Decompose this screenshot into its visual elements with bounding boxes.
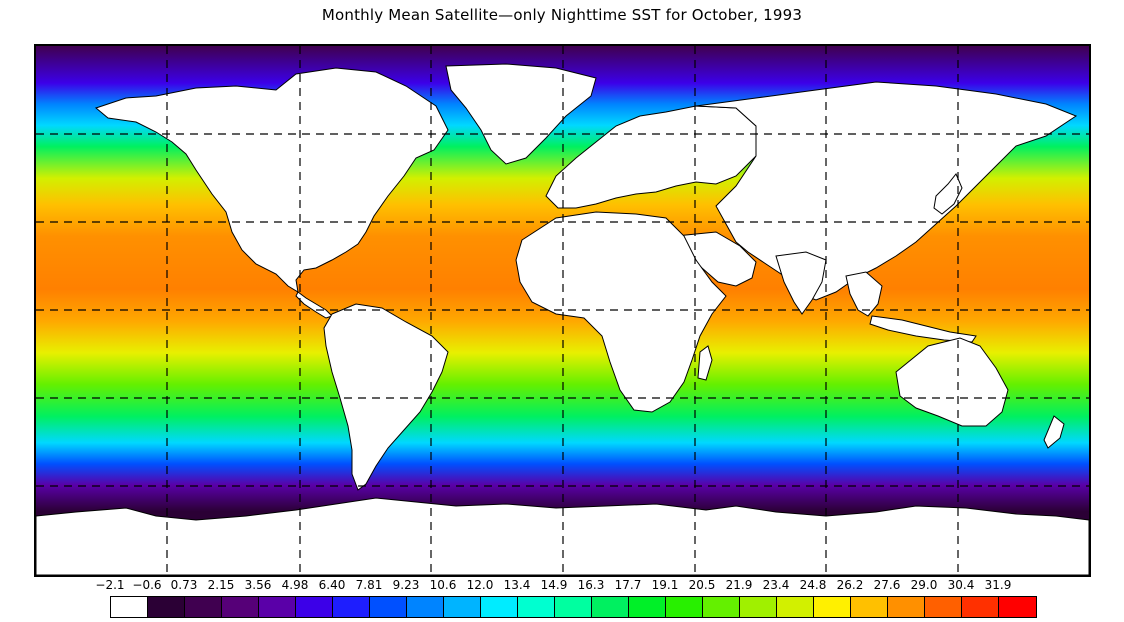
colorbar-swatch xyxy=(407,597,444,617)
colorbar-swatch xyxy=(185,597,222,617)
land-madagascar xyxy=(697,345,713,381)
colorbar-label: 0.73 xyxy=(170,578,198,592)
colorbar-swatch xyxy=(222,597,259,617)
colorbar-swatch xyxy=(925,597,962,617)
colorbar-swatch xyxy=(814,597,851,617)
colorbar-swatch xyxy=(259,597,296,617)
colorbar-label: 9.23 xyxy=(392,578,420,592)
colorbar-swatch xyxy=(111,597,148,617)
colorbar-swatch xyxy=(555,597,592,617)
sst-map-svg xyxy=(36,46,1089,575)
colorbar-swatch xyxy=(333,597,370,617)
colorbar-swatch xyxy=(296,597,333,617)
colorbar-label: 13.4 xyxy=(503,578,531,592)
colorbar-swatch xyxy=(740,597,777,617)
colorbar-label: 19.1 xyxy=(651,578,679,592)
colorbar-swatch xyxy=(962,597,999,617)
colorbar-label: 23.4 xyxy=(762,578,790,592)
colorbar-label: 31.9 xyxy=(984,578,1012,592)
land-india xyxy=(775,251,827,315)
colorbar-label: 6.40 xyxy=(318,578,346,592)
land-new-zealand xyxy=(1043,415,1065,449)
land-southeast-asia xyxy=(845,271,883,317)
colorbar-label: 16.3 xyxy=(577,578,605,592)
colorbar-label: 29.0 xyxy=(910,578,938,592)
colorbar-swatch xyxy=(444,597,481,617)
colorbar-swatch xyxy=(629,597,666,617)
colorbar-label: 17.7 xyxy=(614,578,642,592)
colorbar-label: 12.0 xyxy=(466,578,494,592)
colorbar-label: 2.15 xyxy=(207,578,235,592)
colorbar-swatch xyxy=(481,597,518,617)
colorbar-label: 27.6 xyxy=(873,578,901,592)
colorbar-label: 7.81 xyxy=(355,578,383,592)
colorbar-swatch xyxy=(148,597,185,617)
colorbar-label: −0.6 xyxy=(132,578,162,592)
colorbar-swatch xyxy=(999,597,1036,617)
graticule xyxy=(36,46,1089,575)
colorbar-swatch xyxy=(851,597,888,617)
sst-map xyxy=(34,44,1091,577)
colorbar-label: 21.9 xyxy=(725,578,753,592)
colorbar-label: 14.9 xyxy=(540,578,568,592)
colorbar-label: −2.1 xyxy=(95,578,125,592)
land-indonesia xyxy=(869,315,977,343)
land-australia xyxy=(895,337,1009,427)
land-greenland xyxy=(445,63,597,165)
map-title: Monthly Mean Satellite—only Nighttime SS… xyxy=(321,6,803,24)
colorbar-swatch xyxy=(592,597,629,617)
land-north-america xyxy=(94,67,449,293)
colorbar-swatch xyxy=(518,597,555,617)
land-south-america xyxy=(323,303,449,491)
land-asia xyxy=(695,81,1078,301)
colorbar-label: 24.8 xyxy=(799,578,827,592)
colorbar-swatch xyxy=(666,597,703,617)
land-europe xyxy=(545,105,757,209)
colorbar-swatch xyxy=(703,597,740,617)
colorbar-swatch xyxy=(777,597,814,617)
colorbar-label: 20.5 xyxy=(688,578,716,592)
colorbar-swatch xyxy=(370,597,407,617)
colorbar-label: 26.2 xyxy=(836,578,864,592)
land-japan xyxy=(933,173,963,215)
colorbar-swatch xyxy=(888,597,925,617)
colorbar-label: 10.6 xyxy=(429,578,457,592)
land-africa xyxy=(515,211,727,413)
colorbar-label: 30.4 xyxy=(947,578,975,592)
colorbar-label: 4.98 xyxy=(281,578,309,592)
colorbar-labels: −2.1 −0.6 0.73 2.15 3.56 4.98 6.40 7.81 9.23 10.6… xyxy=(92,578,1052,596)
colorbar-label: 3.56 xyxy=(244,578,272,592)
colorbar xyxy=(110,596,1037,618)
